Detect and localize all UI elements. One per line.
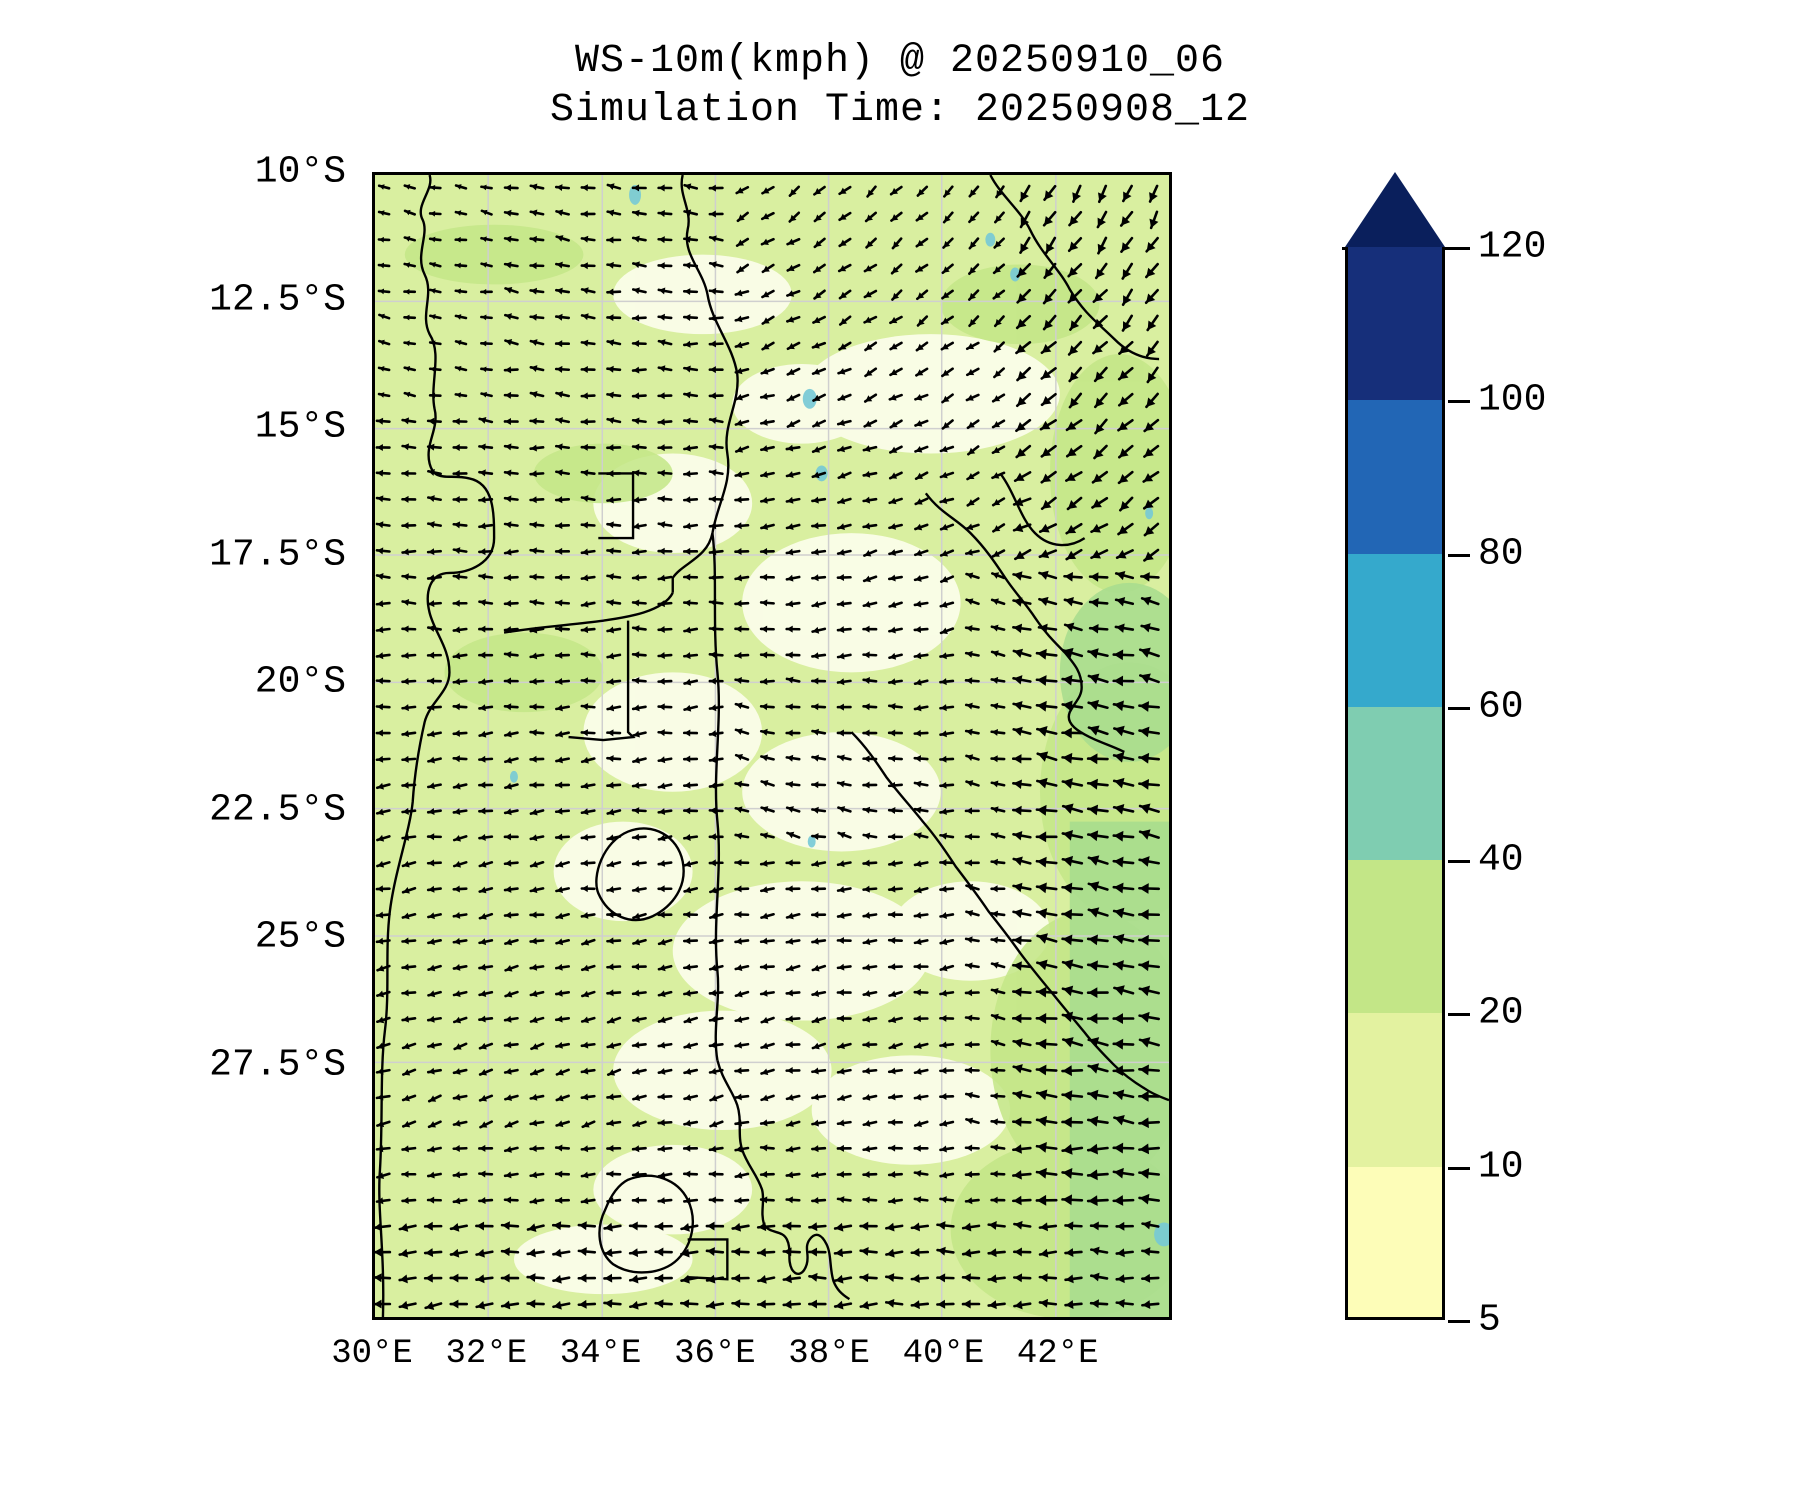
colorbar-tick-label-10: 10 [1478, 1145, 1524, 1188]
colorbar-segment-100-120 [1345, 247, 1445, 400]
colorbar-tick-mark-5 [1448, 1320, 1470, 1323]
colorbar-tick-label-120: 120 [1478, 226, 1546, 269]
colorbar-overflow-triangle [1345, 172, 1445, 247]
colorbar-tick-label-40: 40 [1478, 839, 1524, 882]
colorbar-segment-5-10 [1345, 1167, 1445, 1320]
colorbar-tick-mark-40 [1448, 860, 1470, 863]
title-block: WS-10m(kmph) @ 20250910_06 Simulation Ti… [0, 38, 1800, 136]
colorbar-tick-mark-10 [1448, 1167, 1470, 1170]
x-axis-label-group: 30°E 32°E 34°E 36°E 38°E 40°E 42°E [372, 1329, 1172, 1389]
x-axis-tick-30: 30°E [331, 1335, 413, 1373]
page-root: WS-10m(kmph) @ 20250910_06 Simulation Ti… [0, 0, 1800, 1500]
colorbar-tick-mark-20 [1448, 1013, 1470, 1016]
colorbar-tick-label-100: 100 [1478, 379, 1546, 422]
x-axis-tick-42: 42°E [1017, 1335, 1099, 1373]
colorbar-tick-label-80: 80 [1478, 532, 1524, 575]
colorbar-tick-mark-60 [1448, 707, 1470, 710]
colorbar-tick-mark-80 [1448, 554, 1470, 557]
y-axis-tick-25: 25°S [255, 916, 346, 959]
colorbar-legend[interactable]: 120 100 80 60 40 20 10 5 [1330, 172, 1530, 1320]
y-axis-tick-20: 20°S [255, 661, 346, 704]
colorbar-segment-40-60 [1345, 707, 1445, 860]
colorbar-tick-mark-100 [1448, 400, 1470, 403]
wind-vector-arrows [375, 175, 1169, 1317]
y-axis-tick-10: 10°S [255, 151, 346, 194]
colorbar-segment-10-20 [1345, 1013, 1445, 1166]
colorbar-tick-label-20: 20 [1478, 992, 1524, 1035]
colorbar-tick-label-60: 60 [1478, 685, 1524, 728]
y-axis-tick-17_5: 17.5°S [209, 533, 346, 576]
x-axis-tick-38: 38°E [788, 1335, 870, 1373]
colorbar-tick-mark-120 [1448, 247, 1470, 250]
y-axis-tick-15: 15°S [255, 406, 346, 449]
x-axis-tick-34: 34°E [560, 1335, 642, 1373]
x-axis-tick-36: 36°E [674, 1335, 756, 1373]
y-axis-tick-12_5: 12.5°S [209, 278, 346, 321]
y-axis-tick-22_5: 22.5°S [209, 788, 346, 831]
y-axis-tick-27_5: 27.5°S [209, 1043, 346, 1086]
x-axis-tick-40: 40°E [903, 1335, 985, 1373]
y-axis-label-group: 10°S 12.5°S 15°S 17.5°S 20°S 22.5°S 25°S 27.5°S [0, 172, 360, 1320]
map-plot-area[interactable] [372, 172, 1172, 1320]
colorbar-segment-60-80 [1345, 554, 1445, 707]
x-axis-tick-32: 32°E [446, 1335, 528, 1373]
colorbar-tick-label-5: 5 [1478, 1299, 1501, 1342]
colorbar-segment-80-100 [1345, 400, 1445, 553]
subtitle-line: Simulation Time: 20250908_12 [0, 87, 1800, 136]
title-line: WS-10m(kmph) @ 20250910_06 [0, 38, 1800, 87]
colorbar-segment-20-40 [1345, 860, 1445, 1013]
